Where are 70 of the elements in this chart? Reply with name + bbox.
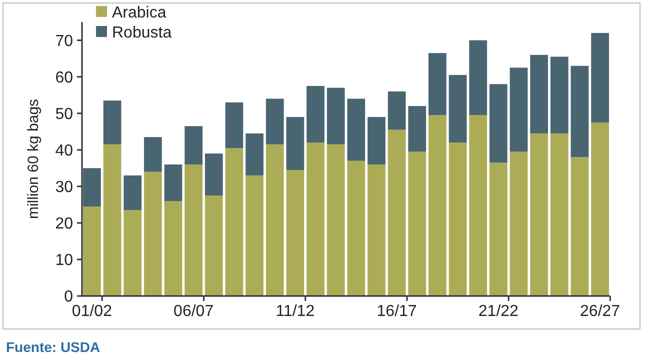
bar xyxy=(306,86,324,143)
y-tick-label: 20 xyxy=(55,216,74,233)
bar xyxy=(83,168,101,206)
bar xyxy=(368,116,386,164)
legend-label: Arabica xyxy=(112,4,166,22)
y-tick-label: 0 xyxy=(64,288,74,306)
bar xyxy=(489,162,508,296)
bar xyxy=(368,164,386,296)
legend-label: Robusta xyxy=(112,24,172,42)
x-tick-label: 11/12 xyxy=(276,303,315,320)
bar xyxy=(286,170,304,296)
bar xyxy=(306,142,324,296)
bar xyxy=(286,116,304,170)
bar xyxy=(408,152,426,296)
bar xyxy=(570,66,589,158)
bar xyxy=(469,115,488,296)
y-tick-label: 70 xyxy=(55,32,74,50)
bar xyxy=(591,122,609,296)
x-tick-label: 26/27 xyxy=(580,303,620,320)
bar xyxy=(184,164,203,296)
bar xyxy=(550,56,568,134)
bar xyxy=(347,98,366,161)
x-tick-label: 21/22 xyxy=(478,303,519,320)
bar xyxy=(388,91,406,130)
x-tick-label: 16/17 xyxy=(376,303,417,320)
bar xyxy=(489,84,508,163)
bar xyxy=(124,210,142,296)
y-tick-label: 60 xyxy=(55,69,74,86)
bar xyxy=(103,100,122,144)
bar xyxy=(266,144,284,296)
bar xyxy=(326,144,345,296)
bar xyxy=(570,157,589,296)
bar xyxy=(428,115,446,296)
bar xyxy=(326,88,345,144)
bar xyxy=(530,54,548,134)
x-tick-label: 06/07 xyxy=(174,303,214,320)
bar xyxy=(408,106,426,152)
bar xyxy=(164,164,182,202)
y-tick-label: 50 xyxy=(55,106,74,123)
bar xyxy=(428,53,446,116)
bar xyxy=(144,137,162,172)
bar xyxy=(266,98,284,144)
x-tick-label: 01/02 xyxy=(72,303,112,320)
bar xyxy=(164,201,182,296)
bar xyxy=(591,32,609,122)
bar xyxy=(388,130,406,296)
bar xyxy=(103,144,122,296)
bar xyxy=(448,142,467,296)
y-axis-title: million 60 kg bags xyxy=(25,98,42,220)
bar xyxy=(448,74,467,143)
bar xyxy=(124,175,142,210)
bar xyxy=(246,175,264,296)
bar xyxy=(83,206,101,296)
bar xyxy=(530,133,548,296)
bar xyxy=(246,133,264,176)
bar xyxy=(144,172,162,296)
y-tick-label: 30 xyxy=(55,179,74,196)
bar xyxy=(510,152,528,296)
bar xyxy=(184,126,203,164)
y-tick-label: 40 xyxy=(55,142,74,160)
bar xyxy=(204,196,223,296)
bar xyxy=(225,148,244,296)
bar xyxy=(469,40,488,116)
source-note: Fuente: USDA xyxy=(6,339,100,355)
bar xyxy=(550,133,568,296)
bar xyxy=(204,154,223,196)
bar xyxy=(225,102,244,148)
bar xyxy=(510,68,528,152)
y-tick-label: 10 xyxy=(55,252,74,270)
bar xyxy=(347,160,366,296)
